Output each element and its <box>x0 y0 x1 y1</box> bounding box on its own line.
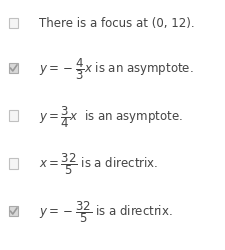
Text: $x = \dfrac{32}{5}$ is a directrix.: $x = \dfrac{32}{5}$ is a directrix. <box>39 151 159 176</box>
Text: $y = -\dfrac{32}{5}$ is a directrix.: $y = -\dfrac{32}{5}$ is a directrix. <box>39 198 173 224</box>
FancyBboxPatch shape <box>9 64 18 74</box>
Text: $y = -\dfrac{4}{3}x$ is an asymptote.: $y = -\dfrac{4}{3}x$ is an asymptote. <box>39 56 194 82</box>
Text: $y = \dfrac{3}{4}x$  is an asymptote.: $y = \dfrac{3}{4}x$ is an asymptote. <box>39 104 183 129</box>
Text: There is a focus at (0, 12).: There is a focus at (0, 12). <box>39 17 195 30</box>
FancyBboxPatch shape <box>9 18 18 29</box>
FancyBboxPatch shape <box>9 206 18 216</box>
FancyBboxPatch shape <box>9 111 18 122</box>
FancyBboxPatch shape <box>9 158 18 169</box>
